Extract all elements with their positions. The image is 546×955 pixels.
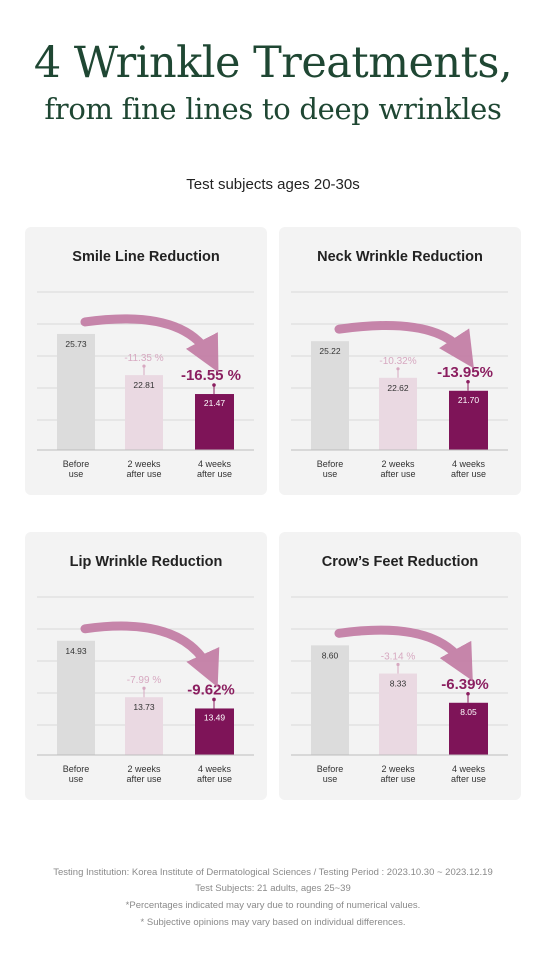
bar-2-weeks [125,375,163,450]
x-tick-label-4-weeks: after use [451,774,486,784]
headline: 4 Wrinkle Treatments, [33,38,513,88]
value-label-4-weeks: 8.05 [460,707,477,717]
x-tick-label-before-use: use [323,774,338,784]
x-tick-label-2-weeks: after use [126,774,161,784]
x-tick-label-before-use: Before [317,459,344,469]
bar-before-use [311,341,349,450]
pct-4-weeks: -13.95% [437,364,493,381]
chart-panel-crows-feet: 8.60 Before use 8.33 2 weeks after use 8.05 4 w… [279,532,521,800]
value-label-before-use: 25.22 [319,346,341,356]
bar-4-weeks [449,702,488,755]
trend-arrow [334,321,474,369]
bar-before-use [57,640,95,755]
pct-4-weeks-dot [466,691,470,696]
pct-2-weeks: -10.32% [379,356,416,367]
footer-rounding-note: *Percentages indicated may vary due to r… [125,900,421,911]
x-tick-label-2-weeks: after use [380,774,415,784]
value-label-2-weeks: 13.73 [133,702,155,712]
x-tick-label-before-use: Before [63,764,90,774]
x-tick-label-4-weeks: after use [197,774,232,784]
trend-arrow [80,314,219,373]
bar-before-use [57,333,95,450]
pct-4-weeks: -16.55 % [181,367,241,384]
bar-before-use [311,645,349,755]
value-label-2-weeks: 22.81 [133,380,155,390]
value-label-4-weeks: 21.47 [204,398,226,408]
pct-4-weeks: -9.62% [187,681,235,698]
trend-arrow [334,625,473,681]
bar-4-weeks [449,390,488,450]
x-tick-label-before-use: Before [63,459,90,469]
pct-2-weeks-dot [142,686,146,690]
bar-2-weeks [379,377,417,450]
value-label-before-use: 25.73 [65,339,87,349]
chart-title: Smile Line Reduction [72,249,220,265]
x-tick-label-before-use: Before [317,764,344,774]
x-tick-label-2-weeks: 2 weeks [381,459,415,469]
pct-2-weeks-dot [396,662,400,667]
value-label-2-weeks: 22.62 [387,383,409,393]
x-tick-label-2-weeks: 2 weeks [127,764,161,774]
bar-4-weeks [195,394,234,450]
chart-title: Crow’s Feet Reduction [321,554,479,570]
x-tick-label-4-weeks: 4 weeks [452,764,486,774]
chart-panel-neck-wrinkle: 25.22 Before use 22.62 2 weeks after use 21.70… [279,227,521,495]
pct-2-weeks: -7.99 % [127,675,162,686]
chart-title: Neck Wrinkle Reduction [317,249,483,265]
value-label-before-use: 14.93 [65,646,87,656]
pct-4-weeks-dot [212,383,216,387]
x-tick-label-2-weeks: 2 weeks [381,764,415,774]
bar-2-weeks [125,697,163,755]
x-tick-label-before-use: use [69,469,84,479]
x-tick-label-before-use: use [323,469,338,479]
trend-arrow [80,621,220,688]
footer-subjects: Test Subjects: 21 adults, ages 25~39 [195,883,351,894]
headline-subline: from fine lines to deep wrinkles [44,92,502,126]
footer-opinion-note: * Subjective opinions may vary based on … [140,917,406,928]
value-label-before-use: 8.60 [322,650,339,660]
value-label-2-weeks: 8.33 [390,679,407,689]
x-tick-label-4-weeks: 4 weeks [452,459,486,469]
x-tick-label-4-weeks: 4 weeks [198,459,232,469]
x-tick-label-2-weeks: after use [126,469,161,479]
bar-2-weeks [379,673,417,755]
x-tick-label-2-weeks: after use [380,469,415,479]
value-label-4-weeks: 13.49 [204,712,226,722]
pct-4-weeks-dot [212,697,216,702]
chart-panel-lip-wrinkle: 14.93 Before use 13.73 2 weeks after use 13.49… [25,532,267,800]
chart-panel-smile-line: 25.73 Before use 22.81 2 weeks after use 21.47… [25,227,267,495]
x-tick-label-before-use: use [69,774,84,784]
pct-2-weeks: -11.35 % [124,353,163,364]
pct-4-weeks: -6.39% [441,676,489,693]
x-tick-label-4-weeks: after use [197,469,232,479]
pct-4-weeks-dot [466,379,470,384]
x-tick-label-4-weeks: 4 weeks [198,764,232,774]
footer-institution: Testing Institution: Korea Institute of … [53,867,493,878]
pct-2-weeks: -3.14 % [381,652,416,663]
pct-2-weeks-dot [142,364,146,368]
value-label-4-weeks: 21.70 [458,395,480,405]
pct-2-weeks-dot [396,367,400,371]
test-subjects-caption: Test subjects ages 20-30s [186,176,360,193]
bar-4-weeks [195,708,234,755]
x-tick-label-4-weeks: after use [451,469,486,479]
x-tick-label-2-weeks: 2 weeks [127,459,161,469]
chart-title: Lip Wrinkle Reduction [69,554,223,570]
